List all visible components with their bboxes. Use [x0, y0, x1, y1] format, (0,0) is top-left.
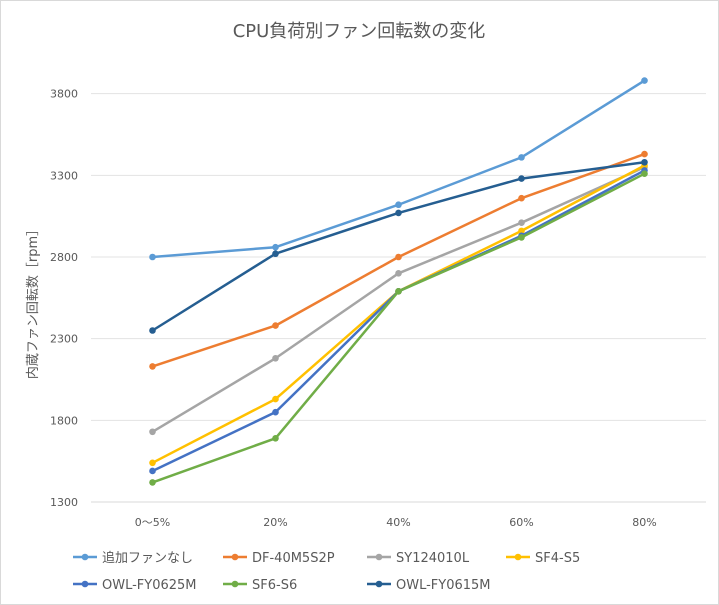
data-point [149, 479, 156, 486]
series-line [152, 79, 646, 259]
x-tick-label: 0～5% [135, 516, 170, 529]
data-point [149, 459, 156, 467]
legend-swatch-marker [81, 580, 89, 588]
legend-item: DF-40M5S2P [223, 551, 335, 566]
data-point [272, 435, 279, 442]
data-point [395, 209, 402, 217]
data-point [149, 327, 156, 334]
legend-item: OWL-FY0615M [367, 578, 491, 593]
legend-swatch-marker [375, 553, 383, 561]
y-tick-label: 2300 [50, 333, 78, 346]
data-point [641, 158, 648, 166]
data-point [518, 154, 525, 161]
y-tick-label: 1800 [50, 414, 78, 427]
data-point [641, 150, 648, 158]
data-point [272, 408, 279, 416]
x-tick-label: 80% [632, 516, 656, 529]
legend-item: 追加ファンなし [73, 550, 193, 566]
legend-swatch-marker [514, 553, 522, 561]
data-point [518, 234, 525, 241]
legend-label: SF4-S5 [535, 551, 580, 566]
y-tick-label: 3800 [50, 88, 78, 101]
data-point [272, 354, 279, 362]
data-point [272, 243, 279, 251]
series-group [149, 158, 648, 334]
legend-label: OWL-FY0625M [102, 578, 197, 593]
chart-title: CPU負荷別ファン回転数の変化 [233, 21, 486, 42]
data-point [395, 201, 402, 209]
data-point [395, 270, 402, 277]
data-point [272, 250, 279, 258]
y-tick-label: 3300 [50, 169, 78, 182]
x-tick-label: 60% [509, 516, 533, 529]
legend-item: OWL-FY0625M [73, 578, 197, 593]
data-point [518, 227, 525, 235]
legend-swatch-marker [375, 580, 383, 588]
data-point [641, 170, 648, 177]
series-line [151, 161, 645, 332]
legend-swatch-marker [231, 580, 239, 588]
legend-label: SF6-S6 [252, 578, 297, 593]
data-point [518, 194, 525, 202]
y-tick-label: 1300 [50, 496, 78, 509]
data-point [641, 77, 648, 84]
data-point [395, 253, 402, 261]
legend-label: OWL-FY0615M [396, 578, 491, 593]
data-point [149, 363, 156, 370]
x-tick-label: 20% [263, 516, 287, 529]
legend-item: SF4-S5 [506, 551, 580, 566]
legend-label: DF-40M5S2P [252, 551, 335, 566]
legend-item: SY124010L [367, 551, 470, 566]
x-tick-label: 40% [386, 516, 410, 529]
series-group [149, 163, 648, 436]
legend-label: 追加ファンなし [102, 550, 193, 566]
legend-label: SY124010L [396, 551, 470, 566]
data-point [395, 288, 402, 295]
y-tick-label: 2800 [50, 251, 78, 264]
legend-item: SF6-S6 [223, 578, 297, 593]
y-axis-label: 内蔵ファン回転数［rpm］ [25, 223, 41, 379]
data-point [518, 219, 525, 226]
data-point [272, 395, 279, 403]
data-point [149, 467, 156, 475]
series-group [149, 150, 648, 370]
data-point [272, 322, 279, 329]
series-group [149, 170, 648, 486]
legend-swatch-marker [81, 553, 89, 561]
data-point [518, 175, 525, 182]
data-point [149, 253, 156, 261]
series-group [149, 77, 648, 261]
data-point [149, 428, 156, 436]
legend-swatch-marker [231, 553, 239, 561]
